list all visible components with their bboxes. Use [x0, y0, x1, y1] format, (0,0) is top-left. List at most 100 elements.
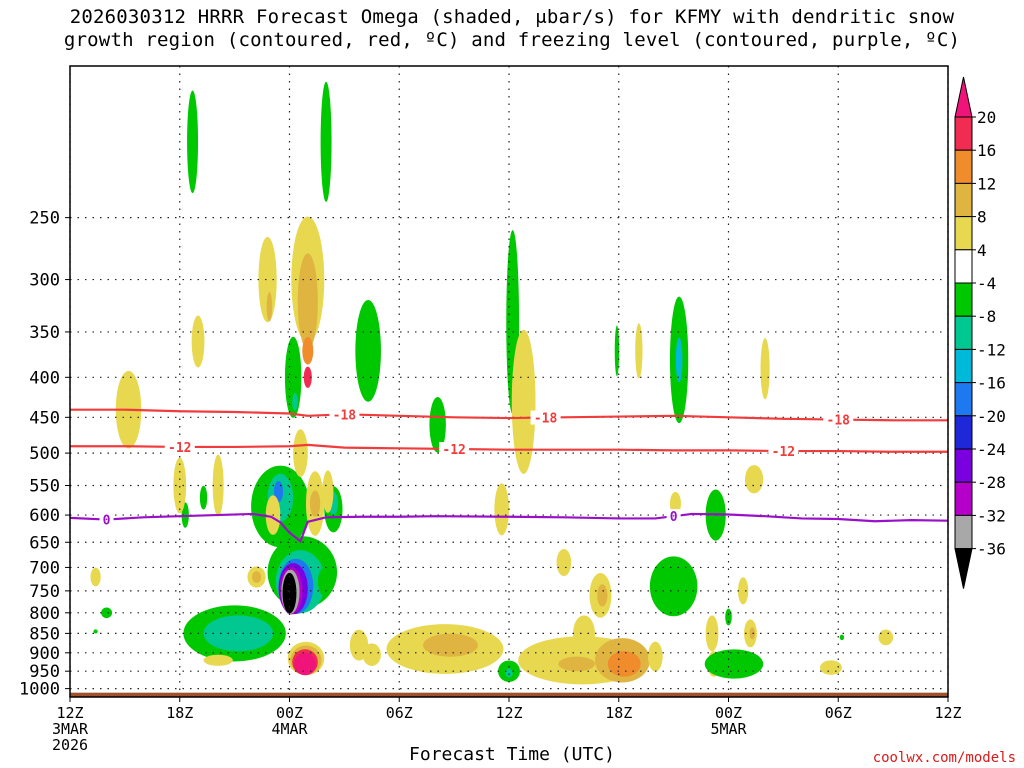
y-tick-label-1000: 1000	[19, 680, 60, 700]
colorbar-label-2: 12	[977, 174, 996, 193]
omega-region-7	[303, 366, 312, 388]
colorbar-swatch-11	[954, 481, 973, 516]
contour-label-bg-2-1	[666, 509, 681, 524]
ground-surface	[70, 692, 948, 697]
contour-label-bg-0-0	[329, 407, 360, 422]
omega-region-41	[309, 490, 321, 517]
omega-region-83	[187, 90, 199, 194]
omega-region-35	[252, 571, 262, 583]
contour-label-0-0: -18	[333, 408, 357, 423]
colorbar-swatch-5	[954, 282, 973, 317]
colorbar-label-12: -32	[977, 506, 1006, 525]
omega-region-81	[760, 338, 770, 400]
omega-region-9	[292, 393, 298, 411]
omega-region-23	[294, 652, 317, 676]
colorbar-bottom-extend	[954, 548, 973, 589]
omega-region-65	[675, 337, 683, 383]
colorbar-swatch-7	[954, 348, 973, 384]
colorbar-label-3: 8	[977, 208, 987, 227]
y-tick-label-500: 500	[29, 444, 60, 464]
contour-label-2-1: 0	[670, 510, 678, 525]
y-tick-label-800: 800	[29, 604, 60, 624]
contour-label-bg-0-1	[530, 410, 561, 425]
omega-region-47	[423, 633, 478, 657]
x-tick-label-0-2: 2026	[52, 736, 88, 754]
omega-region-2	[258, 236, 277, 323]
omega-region-6	[302, 337, 314, 365]
y-tick-label-350: 350	[29, 323, 60, 343]
colorbar-label-0: 20	[977, 108, 996, 127]
omega-region-72	[704, 649, 764, 679]
contour-label-1-2: -12	[772, 445, 795, 460]
colorbar-swatch-0	[954, 116, 973, 151]
y-tick-label-850: 850	[29, 624, 60, 644]
y-tick-label-750: 750	[29, 582, 60, 602]
omega-region-63	[649, 556, 698, 617]
contour-label-2-0: 0	[103, 514, 111, 529]
omega-region-70	[705, 615, 719, 652]
omega-region-5	[297, 253, 318, 350]
omega-region-39	[322, 470, 334, 513]
omega-region-74	[749, 627, 756, 640]
site-credit: coolwx.com/models	[872, 750, 1016, 766]
omega-region-75	[744, 465, 764, 494]
y-tick-label-900: 900	[29, 644, 60, 664]
colorbar-swatch-3	[954, 216, 973, 251]
omega-region-25	[203, 615, 274, 652]
omega-region-80	[878, 629, 894, 646]
omega-region-32	[199, 485, 208, 510]
colorbar-swatch-2	[954, 182, 973, 218]
omega-region-44	[349, 629, 369, 661]
omega-region-3	[266, 292, 273, 322]
colorbar-swatch-12	[954, 514, 973, 550]
omega-region-51	[511, 329, 536, 475]
x-tick-label-30-0: 18Z	[605, 704, 632, 722]
x-tick-label-36-0: 00Z	[715, 704, 742, 722]
contour-label-1-0: -12	[168, 441, 191, 456]
omega-region-55	[558, 656, 595, 672]
contour-label-bg-1-1	[439, 442, 470, 457]
omega-region-31	[212, 454, 224, 517]
omega-region-50	[494, 483, 509, 536]
contour-label-bg-1-2	[768, 444, 799, 459]
x-tick-label-24-0: 12Z	[495, 704, 522, 722]
colorbar-label-13: -36	[977, 540, 1006, 559]
omega-region-19	[282, 572, 297, 614]
y-tick-label-600: 600	[29, 506, 60, 526]
contour-label-bg-0-2	[823, 412, 854, 427]
y-tick-label-450: 450	[29, 408, 60, 428]
omega-region-33	[203, 654, 233, 666]
omega-region-68	[614, 325, 620, 377]
omega-region-59	[597, 584, 608, 607]
y-tick-label-250: 250	[29, 209, 60, 229]
x-tick-label-42-0: 06Z	[825, 704, 852, 722]
chart-title-line1: 2026030312 HRRR Forecast Omega (shaded, …	[69, 6, 955, 28]
colorbar-label-7: -12	[977, 340, 1006, 359]
contour-line-2	[70, 512, 948, 543]
contour-label-1-1: -12	[442, 443, 465, 458]
omega-region-42	[293, 429, 308, 477]
omega-region-60	[573, 615, 595, 652]
contour-label-0-2: -18	[827, 414, 851, 429]
contour-line-0	[70, 408, 948, 422]
y-axis-tick-labels: 2503003504004505005506006507007508008509…	[19, 209, 70, 700]
colorbar-top-extend	[954, 76, 973, 118]
y-tick-label-550: 550	[29, 476, 60, 496]
omega-region-78	[819, 660, 842, 675]
omega-region-26	[101, 607, 113, 619]
omega-region-67	[635, 323, 643, 379]
x-tick-label-6-0: 18Z	[166, 704, 193, 722]
omega-region-76	[738, 577, 749, 605]
y-tick-label-700: 700	[29, 558, 60, 578]
y-tick-label-950: 950	[29, 662, 60, 682]
contour-label-bg-2-0	[99, 512, 114, 527]
colorbar-label-8: -16	[977, 374, 1006, 393]
colorbar-label-11: -28	[977, 473, 1006, 492]
x-tick-label-36-1: 5MAR	[710, 720, 747, 738]
colorbar: 20 16 12 8 4 -4 -8 -12 -16 -20 -24 -28 -32 -36	[954, 76, 1006, 589]
colorbar-label-4: 4	[977, 241, 987, 260]
colorbar-label-9: -20	[977, 407, 1006, 426]
colorbar-label-6: -8	[977, 307, 996, 326]
colorbar-swatch-8	[954, 382, 973, 417]
